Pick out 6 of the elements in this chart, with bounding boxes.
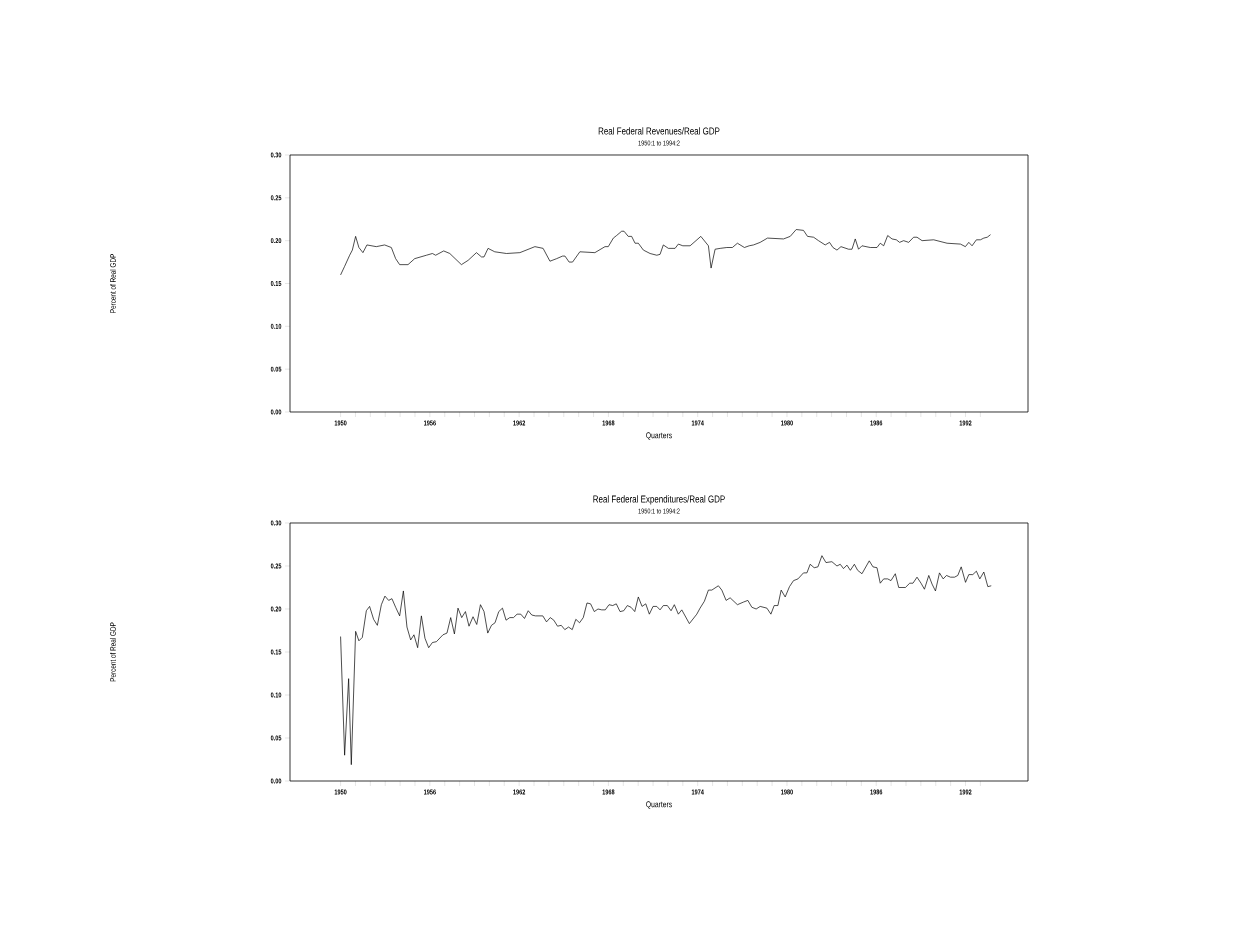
line-series [340, 555, 992, 766]
chart-title: Real Federal Revenues/Real GDP [598, 127, 720, 135]
chart-title: Real Federal Expenditures/Real GDP [593, 495, 725, 505]
x-axis-title: Quarters [646, 432, 672, 440]
x-axis-title: Quarters [646, 801, 672, 809]
line-series [340, 229, 991, 276]
